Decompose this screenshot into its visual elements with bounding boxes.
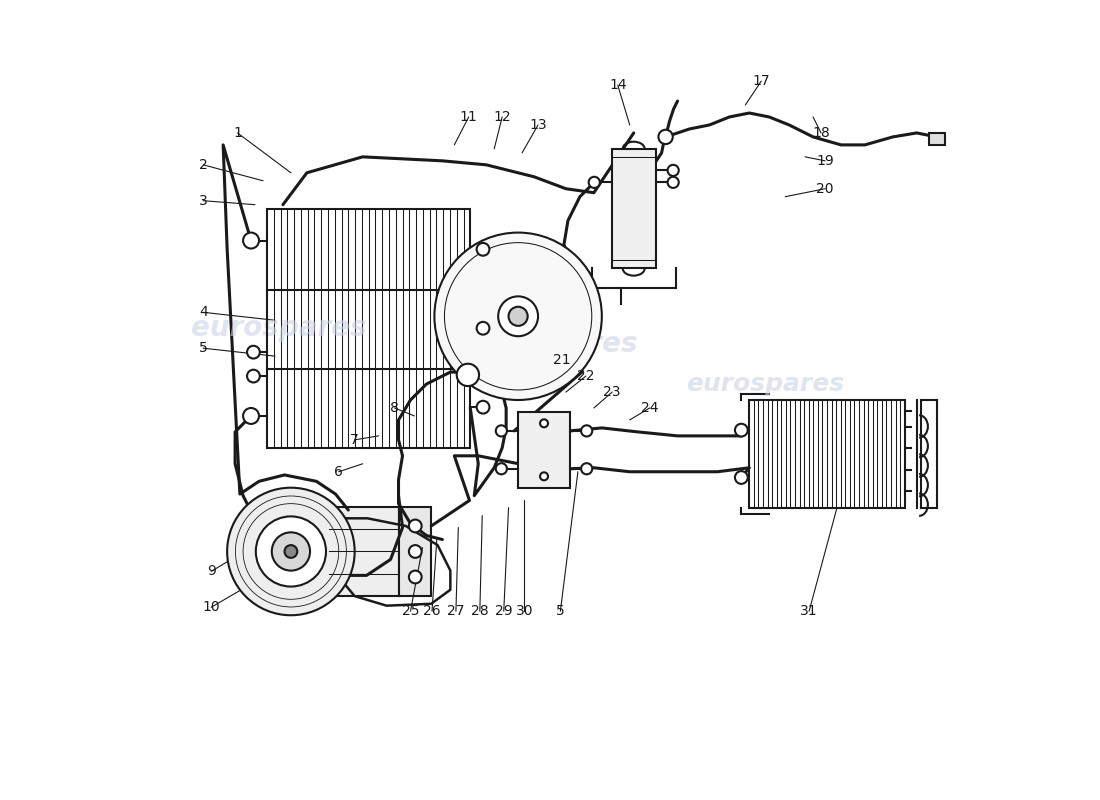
Text: 30: 30 bbox=[516, 604, 534, 618]
Circle shape bbox=[409, 519, 421, 532]
Text: 25: 25 bbox=[402, 604, 419, 618]
Text: 19: 19 bbox=[816, 154, 834, 168]
Circle shape bbox=[409, 545, 421, 558]
Text: 7: 7 bbox=[350, 433, 359, 447]
Text: 22: 22 bbox=[578, 369, 595, 383]
Text: 12: 12 bbox=[494, 110, 512, 124]
Text: 18: 18 bbox=[812, 126, 829, 140]
Text: 20: 20 bbox=[816, 182, 834, 196]
Text: 23: 23 bbox=[604, 385, 620, 399]
Circle shape bbox=[496, 463, 507, 474]
Circle shape bbox=[496, 426, 507, 437]
Bar bbox=[928, 133, 945, 145]
Circle shape bbox=[476, 243, 490, 256]
Circle shape bbox=[434, 233, 602, 400]
Circle shape bbox=[285, 545, 297, 558]
Circle shape bbox=[409, 570, 421, 583]
Text: 11: 11 bbox=[460, 110, 477, 124]
Bar bbox=[518, 412, 570, 488]
Circle shape bbox=[456, 364, 478, 386]
Text: eurospares: eurospares bbox=[191, 314, 366, 342]
Text: 24: 24 bbox=[641, 401, 659, 415]
Bar bbox=[749, 400, 905, 508]
Circle shape bbox=[508, 306, 528, 326]
Text: 4: 4 bbox=[199, 306, 208, 319]
Circle shape bbox=[540, 472, 548, 480]
Bar bbox=[329, 507, 399, 596]
Text: 28: 28 bbox=[471, 604, 488, 618]
Circle shape bbox=[227, 488, 354, 615]
Circle shape bbox=[248, 370, 260, 382]
Circle shape bbox=[668, 177, 679, 188]
Text: 5: 5 bbox=[556, 604, 564, 618]
Text: 8: 8 bbox=[390, 401, 399, 415]
Text: 13: 13 bbox=[529, 118, 547, 132]
Text: 26: 26 bbox=[424, 604, 441, 618]
Text: 29: 29 bbox=[495, 604, 513, 618]
Text: eurospares: eurospares bbox=[686, 372, 845, 396]
Circle shape bbox=[659, 130, 673, 144]
Circle shape bbox=[256, 516, 326, 586]
Text: 6: 6 bbox=[334, 465, 343, 478]
Bar bbox=[612, 149, 656, 269]
Circle shape bbox=[248, 346, 260, 358]
Text: 27: 27 bbox=[448, 604, 464, 618]
Circle shape bbox=[588, 177, 600, 188]
Text: 5: 5 bbox=[199, 341, 208, 355]
Circle shape bbox=[735, 471, 748, 484]
Circle shape bbox=[243, 233, 258, 249]
Circle shape bbox=[668, 165, 679, 176]
Circle shape bbox=[540, 419, 548, 427]
Text: 3: 3 bbox=[199, 194, 208, 208]
Text: 9: 9 bbox=[207, 565, 216, 578]
Text: 2: 2 bbox=[199, 158, 208, 172]
Circle shape bbox=[476, 322, 490, 334]
Bar bbox=[399, 507, 431, 596]
Text: 10: 10 bbox=[202, 600, 220, 614]
Circle shape bbox=[272, 532, 310, 570]
Bar bbox=[267, 209, 471, 448]
Circle shape bbox=[581, 463, 592, 474]
Text: 1: 1 bbox=[233, 126, 242, 140]
Circle shape bbox=[735, 424, 748, 437]
Text: eurospares: eurospares bbox=[462, 330, 638, 358]
Text: 14: 14 bbox=[609, 78, 627, 92]
Circle shape bbox=[243, 408, 258, 424]
Circle shape bbox=[476, 401, 490, 414]
Text: 21: 21 bbox=[553, 353, 571, 367]
Circle shape bbox=[581, 426, 592, 437]
Text: 17: 17 bbox=[752, 74, 770, 88]
Text: 31: 31 bbox=[801, 604, 818, 618]
Circle shape bbox=[498, 296, 538, 336]
